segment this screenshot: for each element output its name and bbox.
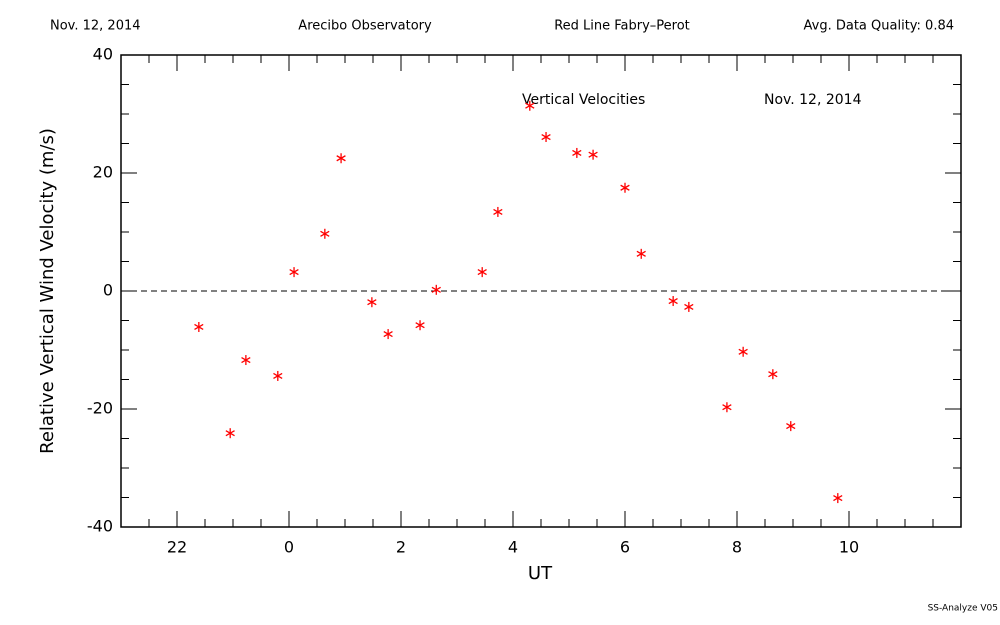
point [525, 100, 535, 111]
point-stroke [493, 208, 503, 216]
point [289, 267, 299, 278]
x-tick-label: 22 [167, 538, 187, 557]
point [684, 301, 694, 312]
point [415, 320, 425, 331]
point [493, 206, 503, 217]
point-stroke [620, 184, 630, 191]
point [431, 284, 441, 295]
y-tick-label: -20 [87, 399, 113, 418]
point [636, 248, 646, 259]
point [194, 321, 204, 332]
point-stroke [415, 322, 425, 329]
point [722, 402, 732, 413]
header-date: Nov. 12, 2014 [50, 19, 141, 34]
point-stroke [320, 230, 330, 237]
point [588, 149, 598, 160]
point [833, 493, 843, 504]
point [786, 421, 796, 432]
point [273, 370, 283, 381]
x-axis-label: UT [528, 563, 553, 584]
point-stroke [572, 149, 582, 157]
point-stroke [668, 297, 678, 305]
point [383, 329, 393, 340]
header-quality: Avg. Data Quality: 0.84 [804, 19, 954, 34]
point-stroke [225, 430, 235, 437]
annotation-title: Vertical Velocities [522, 92, 645, 108]
point-stroke [636, 250, 646, 257]
point [241, 355, 251, 366]
point-stroke [431, 286, 441, 293]
point-stroke [786, 423, 796, 430]
point [541, 132, 551, 143]
point-stroke [768, 371, 778, 378]
point [336, 153, 346, 164]
annotation-date: Nov. 12, 2014 [764, 92, 862, 108]
point [620, 182, 630, 193]
point-stroke [367, 299, 377, 306]
point-stroke [336, 155, 346, 162]
x-tick-label: 8 [732, 538, 742, 557]
point-stroke [273, 372, 283, 380]
y-tick-label: -40 [87, 517, 113, 536]
header-site: Arecibo Observatory [298, 19, 432, 34]
y-tick-label: 40 [93, 45, 113, 64]
point-stroke [289, 269, 299, 276]
point-stroke [684, 303, 694, 310]
x-tick-label: 6 [620, 538, 630, 557]
y-tick-label: 0 [103, 281, 113, 300]
x-tick-label: 10 [839, 538, 859, 557]
point-stroke [722, 404, 732, 411]
point-stroke [525, 102, 535, 109]
point [225, 428, 235, 439]
point-stroke [541, 133, 551, 141]
y-axis-label: Relative Vertical Wind Velocity (m/s) [37, 128, 58, 454]
y-tick-label: 20 [93, 163, 113, 182]
point [738, 346, 748, 357]
header-instrument: Red Line Fabry–Perot [554, 19, 690, 34]
point [367, 297, 377, 308]
x-tick-label: 0 [284, 538, 294, 557]
point-stroke [738, 348, 748, 355]
point [320, 228, 330, 239]
point-stroke [383, 331, 393, 338]
footer: SS-Analyze V05 [928, 604, 998, 614]
point [768, 369, 778, 380]
point [572, 147, 582, 158]
point-stroke [588, 151, 598, 158]
x-tick-label: 2 [396, 538, 406, 557]
point-stroke [477, 269, 487, 276]
x-tick-label: 4 [508, 538, 518, 557]
point [668, 296, 678, 307]
point-stroke [241, 356, 251, 364]
point-stroke [194, 323, 204, 331]
point-stroke [833, 495, 843, 502]
point [477, 267, 487, 278]
